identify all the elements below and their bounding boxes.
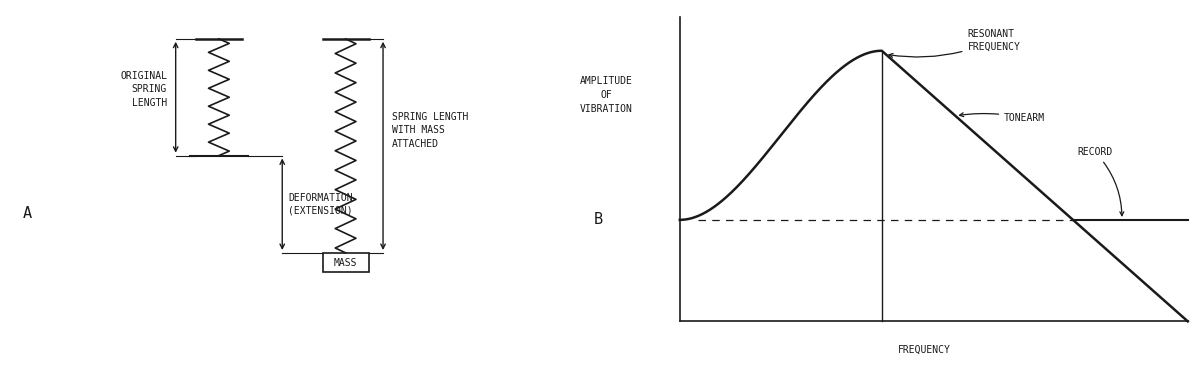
Text: B: B [594,212,604,227]
Text: ORIGINAL
SPRING
LENGTH: ORIGINAL SPRING LENGTH [120,71,167,108]
Text: SPRING LENGTH
WITH MASS
ATTACHED: SPRING LENGTH WITH MASS ATTACHED [391,112,468,149]
Text: MASS: MASS [334,258,358,268]
Text: DEFORMATION
(EXTENSION): DEFORMATION (EXTENSION) [288,193,353,216]
Text: RECORD: RECORD [1078,147,1123,216]
Bar [323,253,368,272]
Text: A: A [23,207,32,221]
Text: AMPLITUDE
OF
VIBRATION: AMPLITUDE OF VIBRATION [580,76,632,114]
Text: TONEARM: TONEARM [960,113,1045,123]
Text: FREQUENCY: FREQUENCY [898,345,952,355]
Text: RESONANT
FREQUENCY: RESONANT FREQUENCY [889,29,1020,57]
